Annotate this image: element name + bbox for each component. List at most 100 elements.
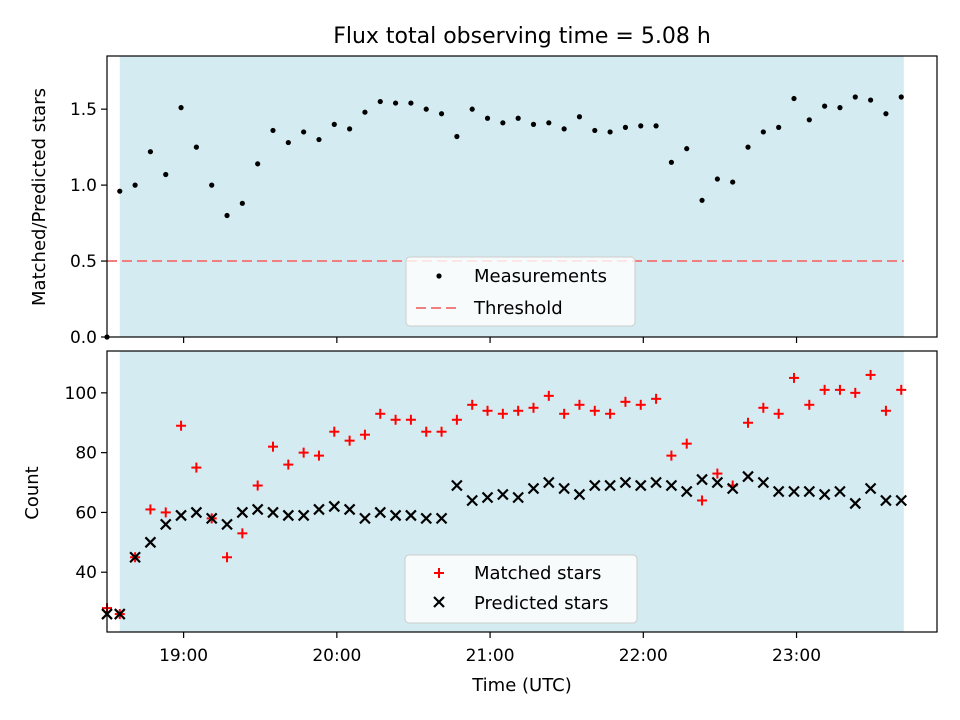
measurement-point xyxy=(730,179,736,185)
matched-star-point xyxy=(283,459,294,470)
bottom-plot-frame xyxy=(106,350,938,633)
predicted-star-point xyxy=(880,494,892,507)
predicted-star-point xyxy=(113,608,126,620)
matched-star-point xyxy=(513,405,524,416)
x-tick-label: 23:00 xyxy=(772,646,821,666)
bottom-legend-box xyxy=(404,554,638,624)
predicted-star-point xyxy=(313,503,325,516)
bottom-y-tick-label: 80 xyxy=(75,444,97,464)
predicted-star-point xyxy=(405,509,417,522)
bottom-y-tick-label: 100 xyxy=(65,384,97,404)
predicted-star-point xyxy=(803,485,816,498)
top-x-axis-ticks xyxy=(183,337,798,343)
measurement-point xyxy=(714,176,720,182)
matched-star-point xyxy=(160,507,171,518)
measurement-point xyxy=(515,115,521,121)
measurement-point xyxy=(438,111,445,117)
measurement-point xyxy=(546,120,552,126)
bottom-panel: 40 60 80 100 19:00 20:00 21:00 22:00 23:00 Coun… xyxy=(22,350,938,696)
measurement-point xyxy=(484,115,491,121)
predicted-star-point xyxy=(190,506,203,519)
measurement-point xyxy=(316,136,322,143)
matched-legend-marker xyxy=(434,568,444,578)
predicted-star-point xyxy=(634,479,647,492)
measurement-point xyxy=(454,133,460,140)
matched-star-point xyxy=(697,495,708,506)
predicted-legend-marker xyxy=(433,596,445,608)
matched-star-point xyxy=(574,399,585,410)
matched-star-point xyxy=(681,438,692,449)
measurement-point xyxy=(408,100,414,106)
measurement-point xyxy=(255,161,261,167)
bottom-y-tick-label: 60 xyxy=(75,503,97,523)
matched-star-point xyxy=(497,408,508,419)
predicted-star-point xyxy=(144,536,157,549)
predicted-star-point xyxy=(236,506,249,519)
measurement-point xyxy=(209,182,215,188)
measurement-point xyxy=(285,139,291,146)
measurement-point xyxy=(392,100,399,106)
top-y-tick-label: 1.5 xyxy=(70,100,97,120)
predicted-star-point xyxy=(221,518,233,531)
predicted-star-point xyxy=(619,476,632,489)
measurement-point xyxy=(301,129,307,135)
predicted-star-point xyxy=(711,476,724,489)
measurement-point xyxy=(163,171,169,178)
predicted-star-point xyxy=(129,551,141,564)
predicted-star-point xyxy=(665,479,678,492)
predicted-star-point xyxy=(451,479,463,492)
measurement-point xyxy=(837,105,843,111)
measurement-point xyxy=(883,111,889,117)
legend-threshold: Threshold xyxy=(473,298,563,319)
x-tick-label: 21:00 xyxy=(466,646,515,666)
matched-star-point xyxy=(329,426,340,437)
predicted-star-point xyxy=(343,503,356,516)
measurement-point xyxy=(791,95,797,102)
predicted-star-point xyxy=(267,506,279,519)
predicted-star-point xyxy=(558,482,570,495)
measurement-point xyxy=(224,212,230,219)
matched-star-point xyxy=(421,426,432,437)
predicted-star-point xyxy=(772,485,785,498)
measurement-point xyxy=(622,124,629,130)
matched-star-point xyxy=(635,399,646,410)
matched-star-point xyxy=(359,429,370,440)
predicted-star-point xyxy=(757,476,770,489)
matched-star-point xyxy=(743,417,754,428)
measurement-point xyxy=(500,120,506,126)
matched-star-point xyxy=(651,393,662,404)
matched-star-point xyxy=(666,450,677,461)
matched-star-point xyxy=(344,435,355,446)
predicted-star-point xyxy=(359,512,371,525)
matched-star-point xyxy=(788,372,799,383)
matched-star-point xyxy=(145,504,156,515)
measurement-point xyxy=(469,106,475,112)
predicted-star-point xyxy=(818,488,831,501)
measurement-point xyxy=(822,103,828,109)
matched-star-point xyxy=(589,405,600,416)
predicted-star-point xyxy=(282,509,295,522)
predicted-star-point xyxy=(742,470,754,483)
matched-star-point xyxy=(865,369,876,380)
predicted-star-point xyxy=(864,482,877,495)
predicted-star-point xyxy=(251,503,264,516)
measurement-point xyxy=(806,117,812,123)
top-y-tick-label: 0.0 xyxy=(70,328,97,348)
x-tick-label: 19:00 xyxy=(159,646,208,666)
matched-star-point xyxy=(451,414,462,425)
top-legend-box xyxy=(405,256,636,327)
measurement-point xyxy=(592,127,598,134)
x-tick-label: 20:00 xyxy=(312,646,361,666)
measurement-point xyxy=(898,94,904,100)
measurement-point xyxy=(607,129,613,135)
matched-star-point xyxy=(252,480,263,491)
matched-star-point xyxy=(528,402,539,413)
measurement-point xyxy=(147,149,154,155)
predicted-star-point xyxy=(604,479,616,492)
matched-star-point xyxy=(467,399,478,410)
measurement-point xyxy=(423,106,429,112)
matched-star-point xyxy=(880,405,891,416)
legend-predicted-stars: Predicted stars xyxy=(474,593,608,614)
measurement-point xyxy=(377,98,383,105)
bottom-y-tick-label: 40 xyxy=(75,563,97,583)
